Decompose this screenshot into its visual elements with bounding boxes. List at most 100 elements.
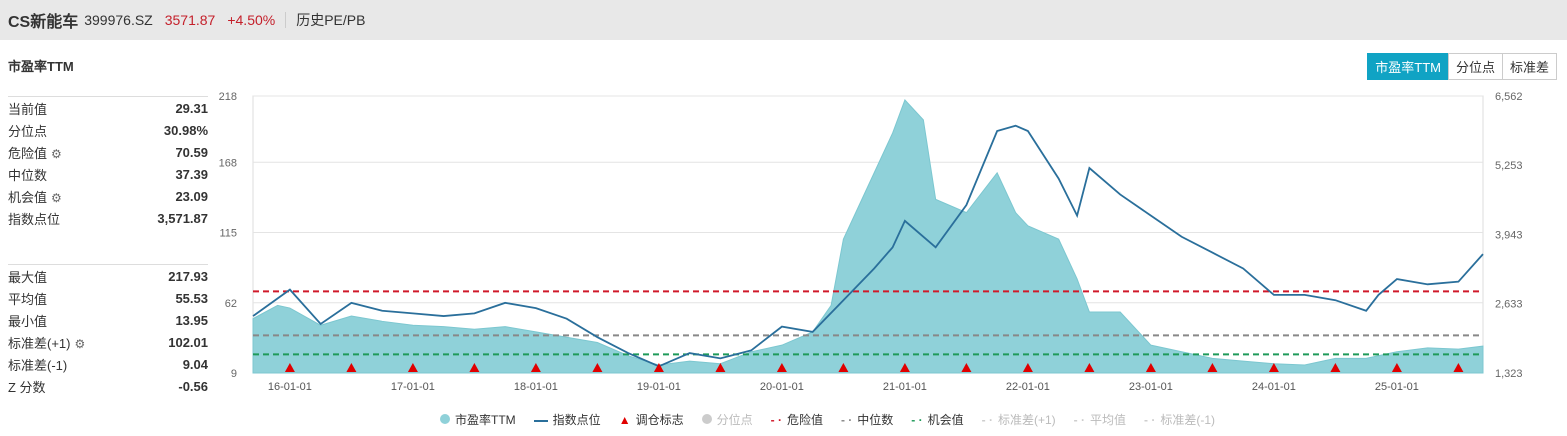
index-line — [252, 124, 1484, 368]
y-left-tick-label: 62 — [225, 298, 237, 310]
x-tick-label: 25-01-01 — [1375, 381, 1419, 393]
y-right-tick-label: 3,943 — [1495, 229, 1523, 241]
legend-label: 标准差(+1) — [997, 413, 1056, 427]
stat-label: 指数点位 — [8, 209, 60, 228]
x-tick-label: 19-01-01 — [637, 381, 681, 393]
stat-value: 102.01 — [168, 334, 208, 350]
legend-item[interactable]: - · 中位数 — [841, 411, 893, 428]
stat-label: 分位点 — [8, 121, 47, 140]
stat-label-text: 平均值 — [8, 291, 48, 307]
gear-icon[interactable]: ⚙ — [51, 146, 62, 161]
legend-item[interactable]: - · 平均值 — [1074, 411, 1126, 428]
legend-label: 市盈率TTM — [455, 413, 516, 427]
stat-label-text: 当前值 — [8, 101, 48, 117]
history-pe-pb-link[interactable]: 历史PE/PB — [296, 12, 366, 28]
stat-row: 标准差(-1) 9.04 — [8, 353, 208, 375]
stat-value: 9.04 — [182, 356, 208, 372]
chart-title: 市盈率TTM — [8, 59, 74, 74]
rebalance-marker — [1084, 363, 1095, 372]
rebalance-marker — [592, 363, 603, 372]
stat-label: 最大值 — [8, 267, 47, 286]
rebalance-marker — [653, 363, 664, 372]
stat-row: 中位数 37.39 — [8, 163, 208, 185]
rebalance-marker — [407, 363, 418, 372]
stat-row: 分位点 30.98% — [8, 119, 208, 141]
stat-label-text: 分位点 — [8, 123, 48, 139]
legend-item[interactable]: - · 机会值 — [911, 411, 963, 428]
stat-value: 55.53 — [175, 290, 208, 306]
stat-label: 危险值 ⚙ — [8, 143, 62, 162]
stat-label-text: 危险值 — [8, 145, 48, 161]
stat-value: 70.59 — [175, 144, 208, 160]
stat-row: 标准差(+1) ⚙ 102.01 — [8, 331, 208, 353]
stat-label: 当前值 — [8, 99, 47, 118]
y-left-tick-label: 9 — [231, 368, 237, 380]
x-tick-label: 24-01-01 — [1252, 381, 1296, 393]
stat-label-text: 最大值 — [8, 269, 48, 285]
rebalance-marker — [1022, 363, 1033, 372]
x-tick-label: 17-01-01 — [391, 381, 435, 393]
legend-dash-icon: - · — [1144, 413, 1156, 427]
rebalance-marker — [530, 363, 541, 372]
x-tick-label: 16-01-01 — [268, 381, 312, 393]
stat-row: 当前值 29.31 — [8, 97, 208, 119]
stat-label-text: 指数点位 — [8, 211, 61, 227]
legend-dash-icon: - · — [770, 413, 782, 427]
index-change: +4.50% — [227, 12, 276, 28]
stat-value: 30.98% — [163, 122, 208, 138]
pe-area — [252, 99, 1484, 374]
index-code: 399976.SZ — [84, 12, 153, 28]
y-left-tick-label: 115 — [219, 228, 237, 240]
stat-value: 3,571.87 — [157, 210, 208, 226]
legend-item[interactable]: ▲ 调仓标志 — [619, 411, 684, 428]
rebalance-marker — [715, 363, 726, 372]
legend-line-icon — [533, 419, 548, 422]
legend-item[interactable]: - · 标准差(+1) — [982, 411, 1056, 428]
stat-row: 最小值 13.95 — [8, 309, 208, 331]
stat-row: 最大值 217.93 — [8, 265, 208, 287]
stat-label: Z 分数 — [8, 377, 46, 396]
legend-item[interactable]: - · 标准差(-1) — [1144, 411, 1215, 428]
stat-row: Z 分数 -0.56 — [8, 375, 208, 397]
legend-item[interactable]: 市盈率TTM — [440, 411, 516, 428]
stat-label-text: 标准差(+1) — [8, 335, 71, 351]
legend-label: 危险值 — [786, 413, 823, 427]
stat-label: 中位数 — [8, 165, 47, 184]
stat-value: 13.95 — [175, 312, 208, 328]
rebalance-marker — [1453, 363, 1464, 372]
legend-item[interactable]: 指数点位 — [533, 411, 601, 428]
stat-label-text: Z 分数 — [8, 379, 46, 395]
legend-circle-icon — [440, 414, 450, 424]
gear-icon[interactable]: ⚙ — [51, 190, 62, 205]
rebalance-marker — [899, 363, 910, 372]
legend-item[interactable]: 分位点 — [701, 411, 753, 428]
legend-label: 调仓标志 — [635, 413, 684, 427]
rebalance-marker — [1268, 363, 1279, 372]
stat-value: -0.56 — [178, 378, 208, 394]
rebalance-marker — [1330, 363, 1341, 372]
legend-triangle-icon: ▲ — [618, 413, 631, 427]
y-left-tick-label: 168 — [219, 157, 237, 169]
tab-std-dev[interactable]: 标准差 — [1501, 53, 1557, 80]
y-right-tick-label: 2,633 — [1495, 299, 1523, 311]
legend-item[interactable]: - · 危险值 — [771, 411, 823, 428]
stat-row: 危险值 ⚙ 70.59 — [8, 141, 208, 163]
legend-dash-icon: - · — [1073, 413, 1085, 427]
x-tick-label: 21-01-01 — [883, 381, 927, 393]
legend-label: 分位点 — [716, 413, 753, 427]
x-tick-label: 20-01-01 — [760, 381, 804, 393]
stat-label-text: 标准差(-1) — [8, 357, 68, 373]
tab-pe-ttm[interactable]: 市盈率TTM — [1367, 53, 1449, 80]
legend-label: 机会值 — [927, 413, 964, 427]
index-price: 3571.87 — [164, 12, 216, 28]
stat-label-text: 最小值 — [8, 313, 48, 329]
legend-dash-icon: - · — [840, 413, 853, 427]
legend-circle-icon — [701, 414, 712, 424]
legend-dash-icon: - · — [981, 413, 993, 427]
gear-icon[interactable]: ⚙ — [74, 336, 86, 351]
rebalance-marker — [1145, 363, 1156, 372]
metric-tabs: 市盈率TTM 分位点 标准差 — [1367, 53, 1557, 80]
x-tick-label: 22-01-01 — [1006, 381, 1050, 393]
chart-legend: 市盈率TTM 指数点位 ▲ 调仓标志 分位点 - · 危险值 - · 中位数 - · 机会值 - · 标… — [440, 411, 1215, 428]
stat-label: 最小值 — [8, 311, 47, 330]
